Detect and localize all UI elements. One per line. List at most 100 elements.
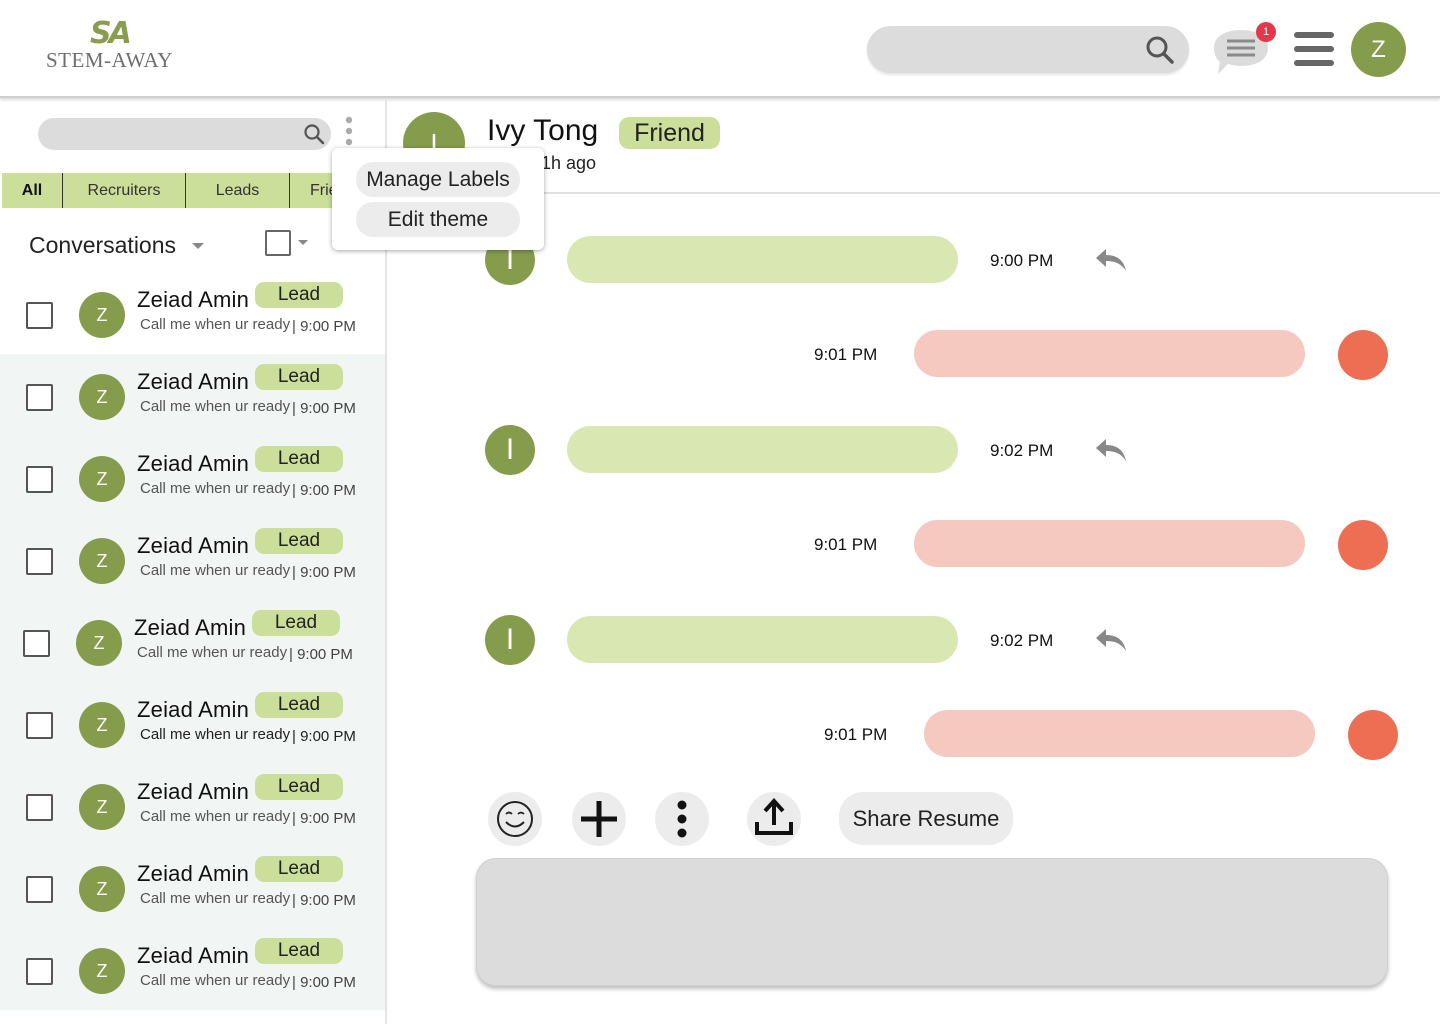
more-options-icon[interactable] [655,792,709,846]
share-resume-button[interactable]: Share Resume [839,792,1013,845]
edit-theme-menu-item[interactable]: Edit theme [356,202,520,237]
message-preview: Call me when ur ready [140,808,291,825]
message-time: | 9:00 PM [292,400,356,417]
conversation-name: Zeiad Amin [137,533,250,558]
incoming-message-bubble[interactable] [567,616,958,663]
conversation-checkbox[interactable] [26,794,53,821]
message-preview: Call me when ur ready [140,562,291,579]
conversation-checkbox[interactable] [26,466,53,493]
message-time: | 9:00 PM [292,974,356,991]
more-options-icon[interactable] [344,116,354,152]
conversation-item[interactable]: Z Zeiad Amin Lead Call me when ur ready … [0,600,385,682]
reply-icon[interactable] [1094,627,1128,653]
outgoing-message-bubble[interactable] [914,520,1305,567]
avatar: Z [79,538,125,584]
conversation-checkbox[interactable] [26,958,53,985]
conversation-checkbox[interactable] [26,712,53,739]
conversation-name: Zeiad Amin [137,861,250,886]
message-preview: Call me when ur ready [140,726,291,743]
conversation-name: Zeiad Amin [137,943,250,968]
outgoing-message-bubble[interactable] [914,330,1305,377]
message-time: 9:00 PM [990,251,1054,270]
notification-badge: 1 [1256,22,1276,42]
conversation-search-input[interactable] [38,118,331,150]
tab-leads[interactable]: Leads [186,173,290,208]
message-time: | 9:00 PM [292,810,356,827]
conversation-list: Z Zeiad Amin Lead Call me when ur ready … [0,272,385,1010]
sender-avatar: I [485,615,535,665]
global-search-input[interactable] [867,26,1189,73]
emoji-icon[interactable] [488,792,542,846]
message-time: | 9:00 PM [292,482,356,499]
conversation-checkbox[interactable] [26,876,53,903]
own-avatar [1348,710,1398,760]
message-preview: Call me when ur ready [140,972,291,989]
lead-label-badge: Lead [255,938,343,964]
own-avatar [1338,520,1388,570]
message-time: | 9:00 PM [292,892,356,909]
lead-label-badge: Lead [255,364,343,390]
contact-name: Ivy Tong [487,114,599,147]
lead-label-badge: Lead [255,692,343,718]
conversation-name: Zeiad Amin [137,287,250,312]
outgoing-message-bubble[interactable] [924,710,1315,757]
reply-icon[interactable] [1094,437,1128,463]
search-icon[interactable] [1145,35,1175,70]
tab-recruiters[interactable]: Recruiters [63,173,186,208]
tab-all[interactable]: All [2,173,63,208]
own-avatar [1338,330,1388,380]
avatar: Z [79,866,125,912]
friend-label-badge[interactable]: Friend [619,117,720,149]
reply-icon[interactable] [1094,247,1128,273]
user-avatar[interactable]: Z [1351,22,1406,77]
conversation-item[interactable]: Z Zeiad Amin Lead Call me when ur ready … [0,682,385,764]
conversation-item[interactable]: Z Zeiad Amin Lead Call me when ur ready … [0,928,385,1010]
lead-label-badge: Lead [255,856,343,882]
conversation-checkbox[interactable] [26,548,53,575]
incoming-message-bubble[interactable] [567,236,958,283]
avatar: Z [79,702,125,748]
conversation-name: Zeiad Amin [134,615,247,640]
hamburger-menu-icon[interactable] [1292,30,1336,68]
conversation-checkbox[interactable] [26,302,53,329]
lead-label-badge: Lead [252,610,340,636]
lead-label-badge: Lead [255,528,343,554]
message-time: | 9:00 PM [292,318,356,335]
conversation-checkbox[interactable] [23,630,50,657]
conversation-name: Zeiad Amin [137,451,250,476]
plus-icon[interactable] [572,792,626,846]
conversations-title[interactable]: Conversations [29,232,177,258]
avatar: Z [79,292,125,338]
message-time: 9:02 PM [990,441,1054,460]
conversation-item[interactable]: Z Zeiad Amin Lead Call me when ur ready … [0,764,385,846]
message-input[interactable] [476,858,1388,986]
conversation-item[interactable]: Z Zeiad Amin Lead Call me when ur ready … [0,272,385,354]
chat-header-divider [387,192,1440,194]
conversation-item[interactable]: Z Zeiad Amin Lead Call me when ur ready … [0,518,385,600]
avatar: Z [79,948,125,994]
conversation-item[interactable]: Z Zeiad Amin Lead Call me when ur ready … [0,436,385,518]
logo-mark: SA [90,16,132,51]
top-header: SA STEM-AWAY 1 Z [0,0,1440,98]
select-all-checkbox[interactable] [265,230,291,256]
conversation-name: Zeiad Amin [137,369,250,394]
conversation-item[interactable]: Z Zeiad Amin Lead Call me when ur ready … [0,354,385,436]
label-tabs: All Recruiters Leads Friends [2,173,387,208]
upload-icon[interactable] [747,792,801,846]
messages-icon[interactable] [1210,26,1272,78]
avatar: Z [79,456,125,502]
chevron-down-icon[interactable] [192,243,204,249]
manage-labels-menu-item[interactable]: Manage Labels [356,162,520,197]
message-preview: Call me when ur ready [140,480,291,497]
lead-label-badge: Lead [255,282,343,308]
avatar: Z [79,784,125,830]
message-preview: Call me when ur ready [140,890,291,907]
message-time: | 9:00 PM [289,646,353,663]
incoming-message-bubble[interactable] [567,426,958,473]
stem-away-logo[interactable]: SA STEM-AWAY [46,16,176,76]
conversation-item[interactable]: Z Zeiad Amin Lead Call me when ur ready … [0,846,385,928]
chevron-down-icon[interactable] [298,240,308,245]
conversation-checkbox[interactable] [26,384,53,411]
message-time: | 9:00 PM [292,728,356,745]
search-icon[interactable] [303,123,325,150]
